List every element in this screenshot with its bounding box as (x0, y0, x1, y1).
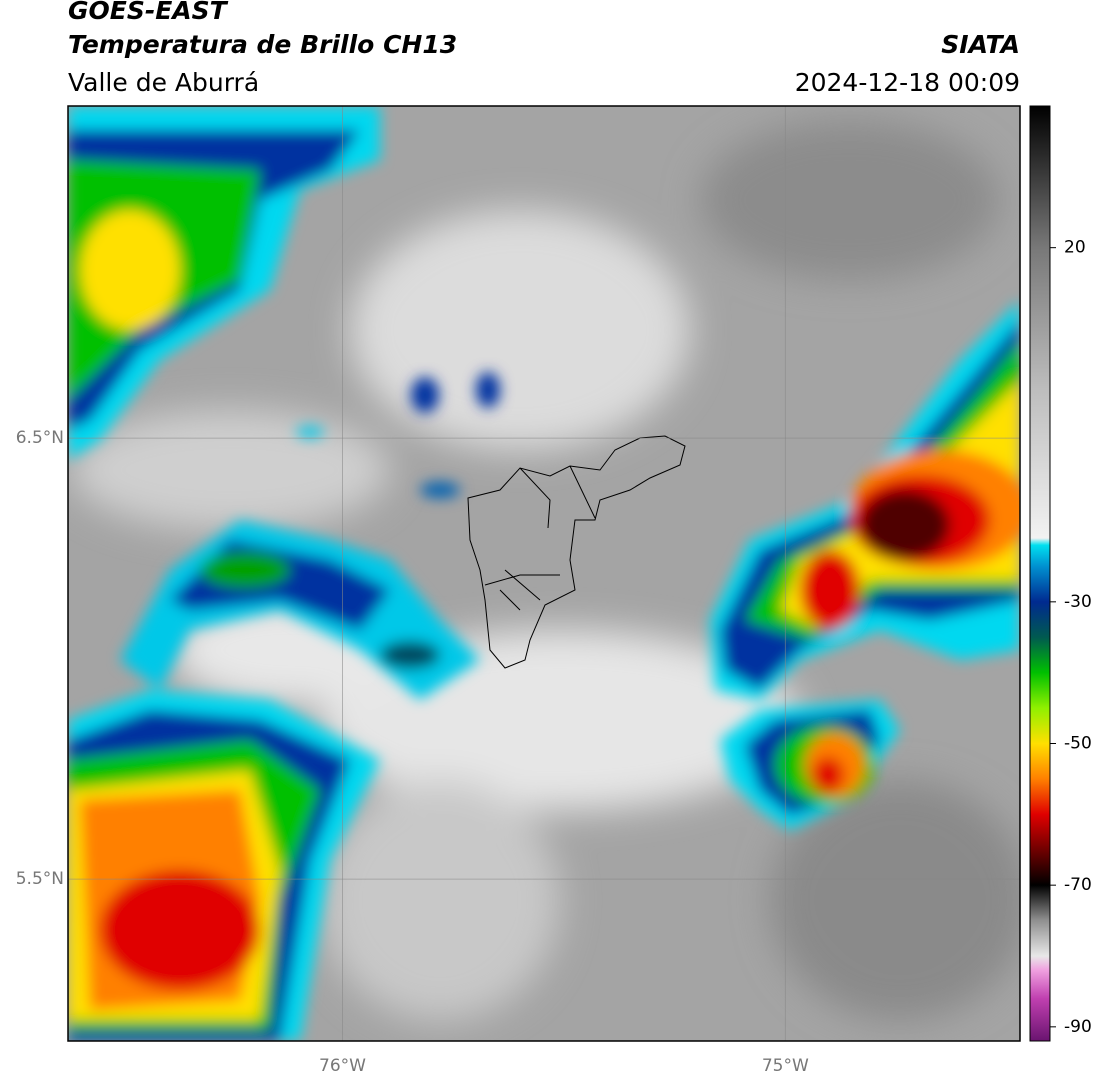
colorbar-tick-label: 20 (1064, 238, 1086, 258)
subtitle: Temperatura de Brillo CH13 (68, 30, 457, 59)
y-tick-label: 5.5°N (16, 869, 64, 889)
colorbar-tick-label: -90 (1064, 1017, 1092, 1037)
title: GOES-EAST (68, 0, 229, 25)
colorbar (1029, 105, 1051, 1042)
colorbar-tick-label: -50 (1064, 734, 1092, 754)
region: Valle de Aburrá (68, 68, 259, 97)
graticule (68, 106, 1020, 1041)
source: SIATA (941, 30, 1020, 59)
satellite-image (68, 106, 1020, 1041)
colorbar-tick-label: -30 (1064, 592, 1092, 612)
datetime: 2024-12-18 00:09 (795, 68, 1020, 97)
x-tick-label: 76°W (319, 1056, 366, 1076)
x-tick-label: 75°W (762, 1056, 809, 1076)
map-frame (67, 105, 1021, 1042)
y-tick-label: 6.5°N (16, 428, 64, 448)
colorbar-tick-label: -70 (1064, 875, 1092, 895)
